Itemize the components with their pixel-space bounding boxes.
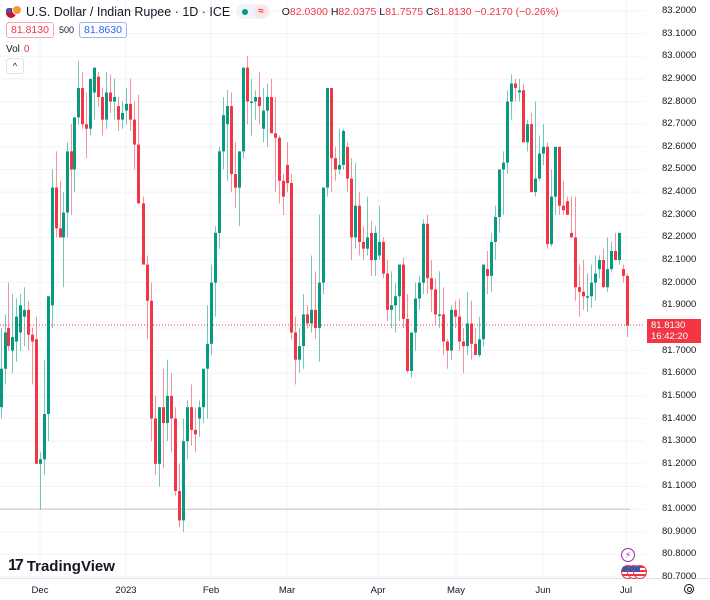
price-axis-label: 82.4000	[662, 186, 697, 198]
price-axis-label: 81.9000	[662, 299, 697, 311]
logo-text: TradingView	[26, 557, 115, 575]
price-axis-label: 81.4000	[662, 412, 697, 424]
last-price: 81.8130	[651, 320, 686, 331]
market-status-pill[interactable]: ≈	[236, 4, 270, 19]
price-axis-label: 82.8000	[662, 95, 697, 107]
price-axis-label: 80.8000	[662, 548, 697, 560]
high-value: 82.0375	[338, 5, 377, 18]
volume-legend: Vol 0	[6, 44, 29, 55]
time-axis-label: Dec	[31, 585, 49, 596]
compare-icon: ≈	[254, 5, 268, 18]
price-axis-label: 81.1000	[662, 480, 697, 492]
price-axis-label: 81.2000	[662, 457, 697, 469]
price-axis-label: 83.1000	[662, 27, 697, 39]
price-axis-label: 82.9000	[662, 72, 697, 84]
price-axis-label: 82.0000	[662, 276, 697, 288]
price-axis-label: 82.1000	[662, 254, 697, 266]
time-axis-label: Mar	[278, 585, 296, 596]
us-event-flag-icon[interactable]	[633, 565, 647, 579]
time-axis-label: May	[447, 585, 465, 596]
time-axis-label: Feb	[202, 585, 220, 596]
close-value: 81.8130	[433, 5, 472, 18]
event-flash-icon[interactable]: ⚡	[621, 548, 635, 562]
settings-gear-icon[interactable]	[684, 584, 694, 594]
price-axis-label: 81.6000	[662, 367, 697, 379]
last-price-tag: 81.8130 16:42:20	[647, 319, 701, 343]
price-axis-label: 81.7000	[662, 344, 697, 356]
price-axis-label: 83.0000	[662, 50, 697, 62]
tradingview-logo[interactable]: 17 TradingView	[8, 557, 115, 575]
market-open-icon	[242, 8, 249, 15]
price-axis-label: 82.7000	[662, 118, 697, 130]
collapse-legend-button[interactable]: ^	[6, 58, 24, 74]
low-value: 81.7575	[385, 5, 424, 18]
spread-value: 500	[58, 25, 74, 35]
price-axis-label: 82.3000	[662, 208, 697, 220]
low-label: L	[379, 5, 386, 18]
tv-logo-icon: 17	[8, 557, 24, 574]
price-axis-label: 81.5000	[662, 389, 697, 401]
bid-ask-row: 81.8130 500 81.8630	[6, 22, 127, 38]
time-axis-label: Jun	[535, 585, 551, 596]
price-axis-label: 82.6000	[662, 140, 697, 152]
time-axis-label: 2023	[115, 585, 137, 596]
open-label: O	[281, 5, 290, 18]
chevron-up-icon: ^	[12, 61, 18, 71]
price-axis-label: 80.7000	[662, 571, 697, 582]
high-label: H	[330, 5, 339, 18]
price-axis-label: 81.0000	[662, 503, 697, 515]
time-axis-label: Apr	[370, 585, 386, 596]
volume-label: Vol	[6, 44, 20, 55]
price-axis-label: 82.5000	[662, 163, 697, 175]
buy-button[interactable]: 81.8630	[79, 22, 127, 38]
time-axis-label: Jul	[619, 585, 633, 596]
sell-button[interactable]: 81.8130	[6, 22, 54, 38]
open-value: 82.0300	[289, 5, 328, 18]
price-axis-label: 83.2000	[662, 5, 697, 16]
price-axis-label: 81.3000	[662, 435, 697, 447]
price-axis-label: 80.9000	[662, 525, 697, 537]
change-value: −0.2170 (−0.26%)	[474, 5, 559, 18]
bar-countdown: 16:42:20	[651, 331, 688, 342]
price-axis-label: 82.2000	[662, 231, 697, 243]
close-label: C	[426, 5, 434, 18]
ohlc-values: O82.0300 H82.0375 L81.7575 C81.8130 −0.2…	[282, 6, 559, 18]
symbol-legend: U.S. Dollar / Indian Rupee · 1D · ICE ≈ …	[6, 4, 559, 19]
currency-flags-icon	[6, 4, 22, 19]
volume-value: 0	[23, 44, 30, 55]
symbol-title[interactable]: U.S. Dollar / Indian Rupee · 1D · ICE	[26, 4, 231, 19]
